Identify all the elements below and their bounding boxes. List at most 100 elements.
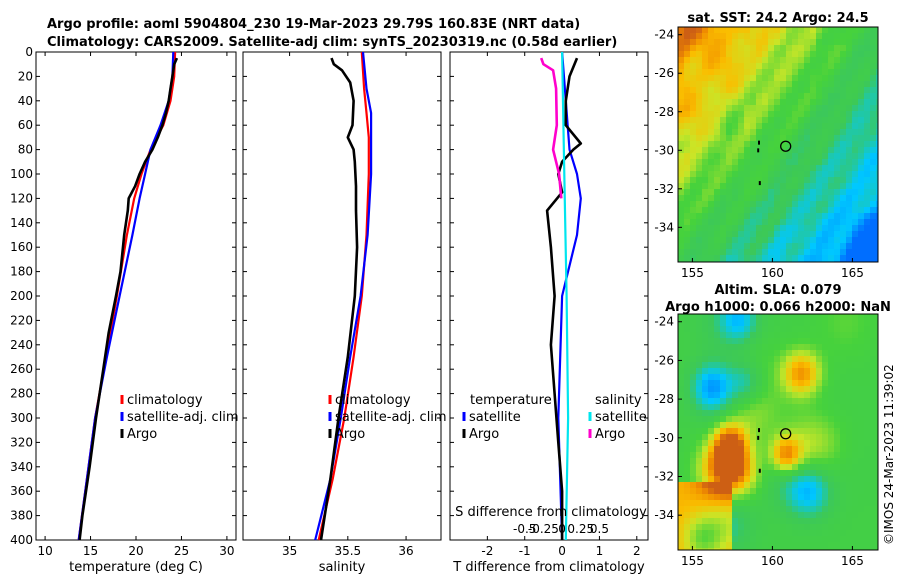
map-cell — [720, 237, 727, 244]
map-cell — [690, 470, 697, 477]
map-cell — [678, 314, 685, 321]
map-cell — [678, 410, 685, 417]
difference-panel: -2 -1 0 1 2T difference from climatologytemp… — [449, 51, 649, 575]
map-cell — [696, 338, 703, 345]
map-cell — [780, 141, 787, 148]
map-cell — [720, 111, 727, 118]
legend-label: satellite — [595, 410, 647, 425]
map-cell — [780, 69, 787, 76]
map-cell — [786, 39, 793, 46]
map-cell — [756, 33, 763, 40]
legend-label: Argo — [595, 427, 625, 442]
map-cell — [834, 344, 841, 351]
map-cell — [792, 434, 799, 441]
map-cell — [792, 213, 799, 220]
map-cell — [858, 404, 865, 411]
map-cell — [768, 153, 775, 160]
map-cell — [816, 105, 823, 112]
map-cell — [756, 350, 763, 357]
map-cell — [870, 255, 877, 262]
map-cell — [702, 27, 709, 34]
map-cell — [876, 362, 879, 369]
map-cell — [870, 416, 877, 423]
map-cell — [876, 105, 879, 112]
map-cell — [780, 243, 787, 250]
y-tick-label: 100 — [10, 167, 33, 181]
map-cell — [702, 99, 709, 106]
map-cell — [828, 452, 835, 459]
map-cell — [852, 237, 859, 244]
map-cell — [696, 135, 703, 142]
map-cell — [714, 476, 721, 483]
map-cell — [834, 326, 841, 333]
map-cell — [678, 201, 685, 208]
map-cell — [744, 512, 751, 519]
map-cell — [816, 422, 823, 429]
map-cell — [780, 470, 787, 477]
map-cell — [774, 410, 781, 417]
map-cell — [864, 39, 871, 46]
map-cell — [834, 542, 841, 549]
map-cell — [870, 141, 877, 148]
map-cell — [834, 494, 841, 501]
map-cell — [780, 171, 787, 178]
map-cell — [864, 458, 871, 465]
map-cell — [846, 482, 853, 489]
map-cell — [864, 51, 871, 58]
map-cell — [876, 111, 879, 118]
map-cell — [786, 368, 793, 375]
map-cell — [870, 135, 877, 142]
map-cell — [720, 548, 727, 551]
map-cell — [828, 93, 835, 100]
map-cell — [810, 368, 817, 375]
map-cell — [816, 368, 823, 375]
map-cell — [786, 177, 793, 184]
map-cell — [840, 69, 847, 76]
map-cell — [870, 213, 877, 220]
map-cell — [876, 332, 879, 339]
map-cell — [798, 500, 805, 507]
map-cell — [726, 350, 733, 357]
map-cell — [732, 39, 739, 46]
map-cell — [744, 27, 751, 34]
map-cell — [810, 392, 817, 399]
map-cell — [690, 255, 697, 262]
map-cell — [708, 129, 715, 136]
map-cell — [834, 219, 841, 226]
map-cell — [744, 171, 751, 178]
map-cell — [822, 69, 829, 76]
map-cell — [840, 141, 847, 148]
map-cell — [738, 147, 745, 154]
map-cell — [696, 195, 703, 202]
map-cell — [834, 422, 841, 429]
map-cell — [846, 476, 853, 483]
island-marker — [757, 148, 760, 153]
map-cell — [822, 362, 829, 369]
map-cell — [840, 548, 847, 551]
map-cell — [762, 416, 769, 423]
map-cell — [750, 482, 757, 489]
map-cell — [822, 326, 829, 333]
map-cell — [798, 434, 805, 441]
x-axis-label: salinity — [319, 560, 366, 575]
map-cell — [828, 506, 835, 513]
map-cell — [690, 165, 697, 172]
map-cell — [696, 548, 703, 551]
map-cell — [714, 195, 721, 202]
map-cell — [768, 458, 775, 465]
map-cell — [828, 243, 835, 250]
map-cell — [828, 386, 835, 393]
map-cell — [714, 542, 721, 549]
map-cell — [834, 518, 841, 525]
map-cell — [762, 129, 769, 136]
map-cell — [816, 141, 823, 148]
map-cell — [678, 530, 685, 537]
map-cell — [690, 320, 697, 327]
map-cell — [732, 536, 739, 543]
map-cell — [864, 165, 871, 172]
map-cell — [804, 458, 811, 465]
map-cell — [864, 320, 871, 327]
lat-tick-label: -30 — [654, 143, 674, 157]
map-cell — [828, 398, 835, 405]
map-cell — [834, 105, 841, 112]
